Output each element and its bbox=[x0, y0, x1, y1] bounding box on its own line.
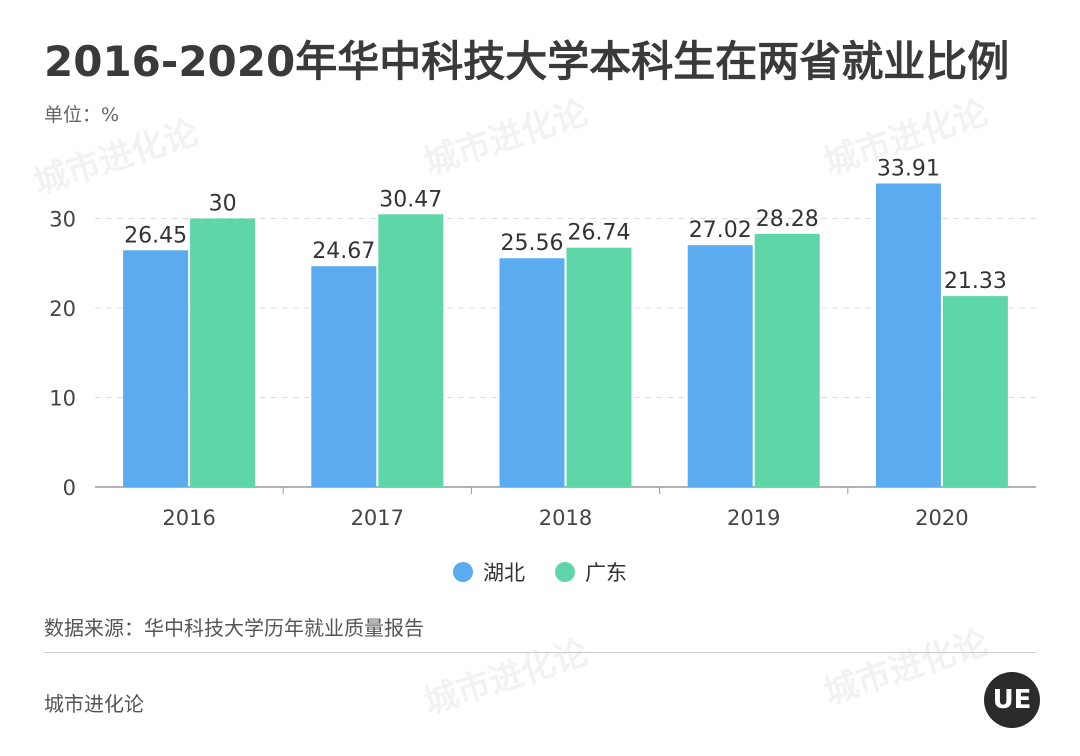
data-label: 25.56 bbox=[501, 231, 564, 256]
legend: 湖北 广东 bbox=[0, 557, 1080, 587]
legend-dot-icon bbox=[453, 562, 473, 582]
unit-label: 单位：% bbox=[44, 104, 120, 126]
bar bbox=[754, 233, 820, 487]
legend-item-hubei[interactable]: 湖北 bbox=[453, 557, 525, 587]
data-label: 26.74 bbox=[568, 221, 631, 246]
x-tick-label: 2018 bbox=[539, 506, 592, 530]
data-label: 24.67 bbox=[312, 239, 375, 264]
y-tick-label: 0 bbox=[63, 476, 76, 500]
x-tick-label: 2017 bbox=[351, 506, 404, 530]
bar bbox=[875, 183, 941, 487]
divider bbox=[44, 652, 1036, 653]
bar bbox=[378, 214, 444, 487]
x-tick-label: 2019 bbox=[727, 506, 780, 530]
chart-title: 2016-2020年华中科技大学本科生在两省就业比例 bbox=[44, 37, 1010, 86]
bar bbox=[942, 296, 1008, 487]
bar bbox=[566, 247, 632, 487]
brand-name: 城市进化论 bbox=[44, 692, 144, 716]
y-tick-label: 20 bbox=[49, 297, 76, 321]
bar-chart: 0 10 20 30 2016 26.45 30 2017 24.67 30.47 2018 25.5… bbox=[49, 157, 1036, 530]
x-tick-label: 2020 bbox=[915, 506, 968, 530]
legend-label: 湖北 bbox=[483, 561, 525, 585]
brand-logo: UE bbox=[984, 672, 1040, 728]
bar bbox=[499, 258, 565, 487]
data-source: 数据来源：华中科技大学历年就业质量报告 bbox=[44, 616, 424, 640]
data-label: 30 bbox=[209, 192, 237, 217]
watermark: 城市进化论 bbox=[819, 622, 994, 714]
bar bbox=[123, 250, 189, 487]
data-label: 27.02 bbox=[689, 218, 752, 243]
bar bbox=[190, 218, 256, 487]
legend-dot-icon bbox=[555, 562, 575, 582]
legend-item-guangdong[interactable]: 广东 bbox=[555, 557, 627, 587]
legend-label: 广东 bbox=[585, 561, 627, 585]
x-tick-label: 2016 bbox=[162, 506, 215, 530]
y-tick-label: 30 bbox=[49, 208, 76, 232]
data-label: 28.28 bbox=[756, 207, 819, 232]
data-label: 26.45 bbox=[124, 223, 187, 248]
y-tick-label: 10 bbox=[49, 387, 76, 411]
data-label: 33.91 bbox=[877, 157, 940, 182]
bar bbox=[311, 266, 377, 487]
bar bbox=[687, 245, 753, 487]
watermark: 城市进化论 bbox=[419, 632, 594, 724]
data-label: 21.33 bbox=[944, 269, 1007, 294]
data-label: 30.47 bbox=[379, 187, 442, 212]
